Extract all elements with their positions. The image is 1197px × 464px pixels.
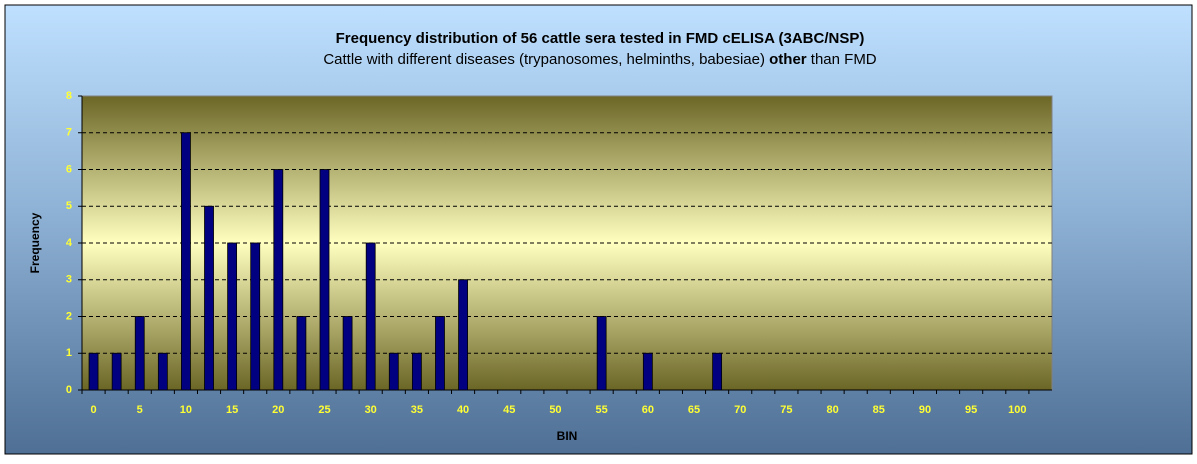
x-tick-label: 10 bbox=[180, 404, 192, 416]
y-tick-label: 7 bbox=[66, 127, 72, 139]
x-tick-label: 85 bbox=[873, 404, 885, 416]
x-tick-label: 40 bbox=[457, 404, 469, 416]
x-tick-label: 20 bbox=[272, 404, 284, 416]
y-tick-label: 0 bbox=[66, 384, 72, 396]
y-tick-label: 4 bbox=[66, 237, 73, 249]
x-tick-label: 45 bbox=[503, 404, 515, 416]
x-tick-label: 60 bbox=[642, 404, 654, 416]
y-tick-label: 3 bbox=[66, 274, 72, 286]
bar bbox=[181, 132, 191, 391]
bar bbox=[319, 169, 330, 391]
bar bbox=[111, 352, 122, 391]
y-tick-label: 8 bbox=[66, 90, 72, 102]
y-tick-label: 5 bbox=[66, 200, 72, 212]
bar bbox=[596, 316, 607, 391]
subtitle-part: Cattle with different diseases (trypanos… bbox=[323, 51, 769, 68]
subtitle-part: than FMD bbox=[807, 51, 877, 68]
x-tick-label: 55 bbox=[596, 404, 608, 416]
bar bbox=[342, 316, 353, 391]
chart-subtitle: Cattle with different diseases (trypanos… bbox=[323, 51, 876, 68]
x-tick-label: 65 bbox=[688, 404, 700, 416]
x-tick-label: 95 bbox=[965, 404, 977, 416]
bar bbox=[296, 316, 307, 391]
x-tick-label: 15 bbox=[226, 404, 238, 416]
bar bbox=[435, 316, 445, 391]
x-tick-label: 80 bbox=[826, 404, 838, 416]
x-tick-label: 100 bbox=[1008, 404, 1026, 416]
bar bbox=[712, 352, 723, 391]
subtitle-part: other bbox=[769, 51, 807, 68]
bar bbox=[88, 352, 99, 391]
bar bbox=[365, 242, 376, 391]
x-tick-label: 5 bbox=[137, 404, 143, 416]
x-tick-label: 35 bbox=[411, 404, 423, 416]
bar bbox=[134, 316, 145, 391]
bar bbox=[250, 242, 261, 391]
x-tick-label: 30 bbox=[365, 404, 377, 416]
bar bbox=[157, 352, 168, 391]
y-tick-label: 1 bbox=[66, 347, 72, 359]
chart-title: Frequency distribution of 56 cattle sera… bbox=[336, 30, 865, 47]
x-tick-label: 0 bbox=[90, 404, 96, 416]
y-tick-label: 2 bbox=[66, 310, 72, 322]
x-tick-label: 75 bbox=[780, 404, 792, 416]
x-tick-label: 25 bbox=[318, 404, 330, 416]
bar bbox=[273, 169, 284, 391]
y-axis-label: Frequency bbox=[28, 212, 42, 273]
y-tick-label: 6 bbox=[66, 163, 72, 175]
bar bbox=[458, 279, 468, 391]
x-axis-label: BIN bbox=[557, 429, 578, 443]
bar bbox=[642, 352, 653, 391]
x-tick-label: 50 bbox=[549, 404, 561, 416]
bar bbox=[388, 352, 399, 391]
x-tick-label: 90 bbox=[919, 404, 931, 416]
bar bbox=[411, 352, 422, 391]
x-tick-label: 70 bbox=[734, 404, 746, 416]
bar bbox=[227, 242, 238, 391]
bar bbox=[204, 205, 214, 391]
